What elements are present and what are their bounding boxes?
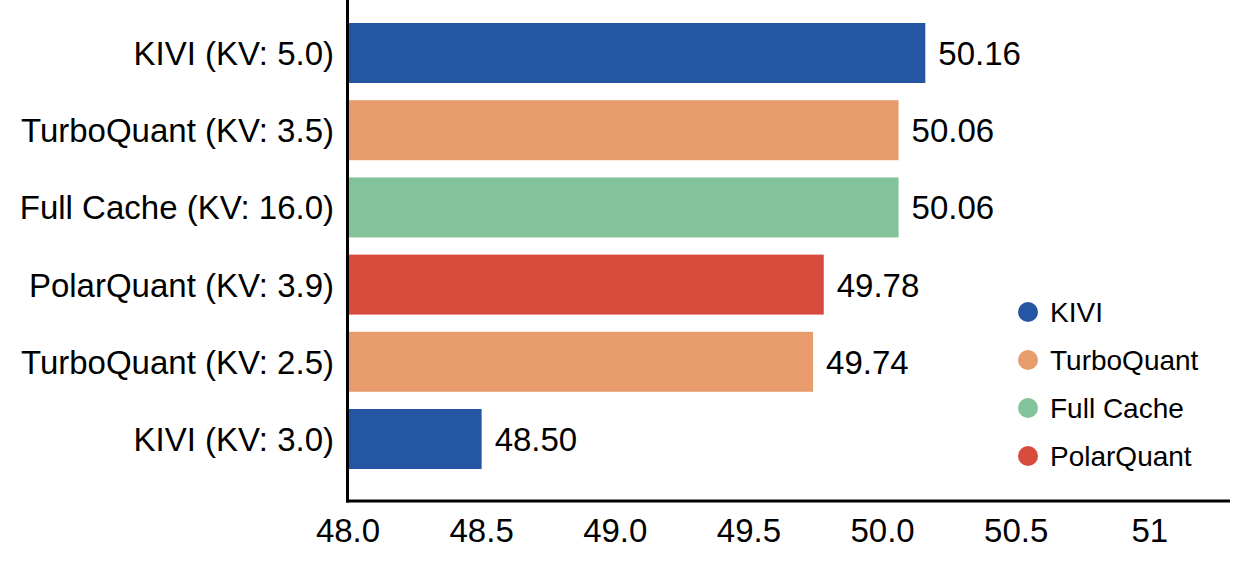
x-tick-label: 48.0 <box>316 512 380 549</box>
legend-marker <box>1018 302 1038 322</box>
x-tick-label: 50.0 <box>850 512 914 549</box>
legend-marker <box>1018 350 1038 370</box>
category-label: KIVI (KV: 3.0) <box>133 421 334 458</box>
category-label: PolarQuant (KV: 3.9) <box>29 267 334 304</box>
bar <box>349 255 824 315</box>
x-tick-label: 49.0 <box>583 512 647 549</box>
category-label: Full Cache (KV: 16.0) <box>20 189 334 226</box>
x-tick-label: 48.5 <box>450 512 514 549</box>
bar-value-label: 50.06 <box>912 189 995 226</box>
x-tick-label: 51 <box>1131 512 1168 549</box>
category-label: TurboQuant (KV: 3.5) <box>21 112 334 149</box>
bar-chart: KIVI (KV: 5.0) 50.16 TurboQuant (KV: 3.5) 5… <box>0 0 1250 561</box>
x-tick-label: 50.5 <box>984 512 1048 549</box>
bar <box>349 409 482 469</box>
bar <box>349 100 899 160</box>
bar <box>349 23 925 83</box>
legend-label: TurboQuant <box>1050 345 1199 376</box>
legend-marker <box>1018 446 1038 466</box>
bar-value-label: 49.74 <box>826 344 909 381</box>
bar-value-label: 48.50 <box>495 421 578 458</box>
bar-value-label: 49.78 <box>837 267 920 304</box>
bar-value-label: 50.16 <box>938 35 1021 72</box>
legend-label: PolarQuant <box>1050 441 1192 472</box>
category-label: KIVI (KV: 5.0) <box>133 35 334 72</box>
bar <box>349 177 899 237</box>
category-label: TurboQuant (KV: 2.5) <box>21 344 334 381</box>
legend-label: Full Cache <box>1050 393 1184 424</box>
legend-label: KIVI <box>1050 297 1103 328</box>
bar <box>349 332 813 392</box>
bar-value-label: 50.06 <box>912 112 995 149</box>
bar-chart-svg: KIVI (KV: 5.0) 50.16 TurboQuant (KV: 3.5) 5… <box>0 0 1250 561</box>
x-tick-label: 49.5 <box>717 512 781 549</box>
legend-marker <box>1018 398 1038 418</box>
